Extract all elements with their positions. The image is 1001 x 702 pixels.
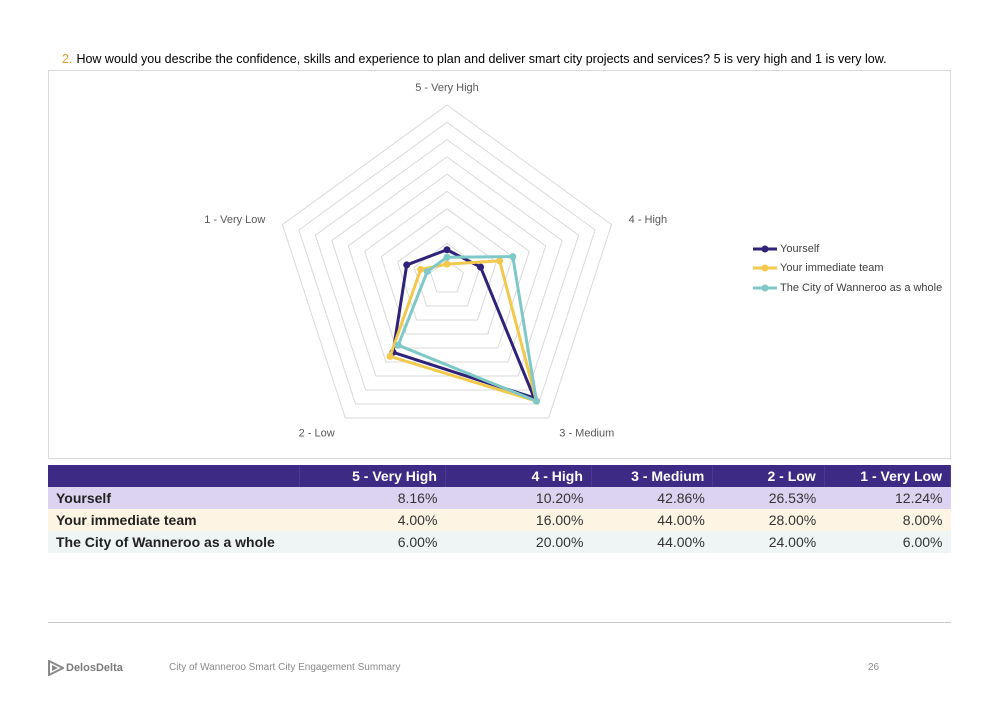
data-point [443,253,451,261]
table-cell: 16.00% [445,509,592,531]
axis-label: 2 - Low [299,428,335,440]
question-text: 2. How would you describe the confidence,… [62,52,887,66]
radar-gridline [364,190,530,349]
data-point [532,397,540,405]
legend-item: Yourself [753,239,942,259]
footer-divider [48,622,951,623]
table-row: Yourself 8.16% 10.20% 42.86% 26.53% 12.2… [48,487,951,509]
table-cell: 44.00% [591,509,713,531]
table-cell: 44.00% [591,531,713,553]
legend-item: The City of Wanneroo as a whole [753,278,942,298]
company-logo: DelosDelta [48,660,123,676]
radar-gridline [331,156,563,377]
data-point [509,253,517,261]
table-cell: 24.00% [712,531,825,553]
radar-gridline [429,260,465,293]
row-label: The City of Wanneroo as a whole [48,531,300,553]
legend-label: Your immediate team [780,262,884,275]
table-cell: 8.16% [299,487,446,509]
table-header-cell: 1 - Very Low [824,465,952,487]
row-label: Yourself [48,487,300,509]
table-cell: 26.53% [712,487,825,509]
table-cell: 4.00% [299,509,446,531]
data-point [443,260,451,268]
question-number: 2. [62,52,73,66]
table-header-cell: 4 - High [445,465,592,487]
table-header-cell: 3 - Medium [591,465,714,487]
table-header-cell: 2 - Low [712,465,825,487]
table-cell: 6.00% [299,531,446,553]
legend-label: Yourself [780,242,820,255]
table-header-cell [48,465,300,487]
table-cell: 8.00% [824,509,951,531]
radar-gridline [380,208,514,335]
series-line [396,255,538,403]
question-body: How would you describe the confidence, s… [76,52,887,66]
radar-gridline [281,104,613,419]
axis-label: 5 - Very High [415,82,479,94]
legend-swatch [753,245,777,253]
data-point [394,341,402,349]
data-point [417,265,425,273]
legend-label: The City of Wanneroo as a whole [780,281,943,294]
axis-label: 4 - High [629,214,668,226]
table-cell: 6.00% [824,531,951,553]
legend-swatch [753,284,777,292]
series-line [391,248,536,400]
data-point [443,246,451,254]
table-row: Your immediate team 4.00% 16.00% 44.00% … [48,509,951,531]
axis-label: 1 - Very Low [204,214,265,226]
document-title: City of Wanneroo Smart City Engagement S… [169,662,401,673]
data-point [477,263,485,271]
page-number: 26 [868,662,880,673]
legend-swatch [753,264,777,272]
results-table: 5 - Very High 4 - High 3 - Medium 2 - Lo… [48,465,952,553]
table-cell: 10.20% [445,487,592,509]
radar-gridline [298,121,596,405]
data-point [403,261,411,269]
row-label: Your immediate team [48,509,300,531]
radar-gridline [347,173,547,363]
axis-label: 3 - Medium [559,428,614,440]
data-point [423,268,431,276]
logo-text: DelosDelta [66,662,123,674]
chart-legend: Yourself Your immediate team The City of W… [753,239,942,298]
data-point [496,257,504,265]
series-line [388,259,538,403]
radar-chart: 5 - Very High 4 - High 3 - Medium 2 - Low 1 … [204,82,668,440]
table-cell: 12.24% [824,487,951,509]
table-header-row: 5 - Very High 4 - High 3 - Medium 2 - Lo… [48,465,952,487]
legend-item: Your immediate team [753,259,942,279]
table-cell: 42.86% [591,487,713,509]
radar-gridline [314,138,580,391]
table-cell: 28.00% [712,509,825,531]
table-header-cell: 5 - Very High [299,465,446,487]
table-cell: 20.00% [445,531,592,553]
data-point [386,352,394,360]
radar-chart-frame: 5 - Very High 4 - High 3 - Medium 2 - Low 1 … [48,70,951,459]
delta-logo-icon [48,660,64,676]
table-row: The City of Wanneroo as a whole 6.00% 20… [48,531,951,553]
